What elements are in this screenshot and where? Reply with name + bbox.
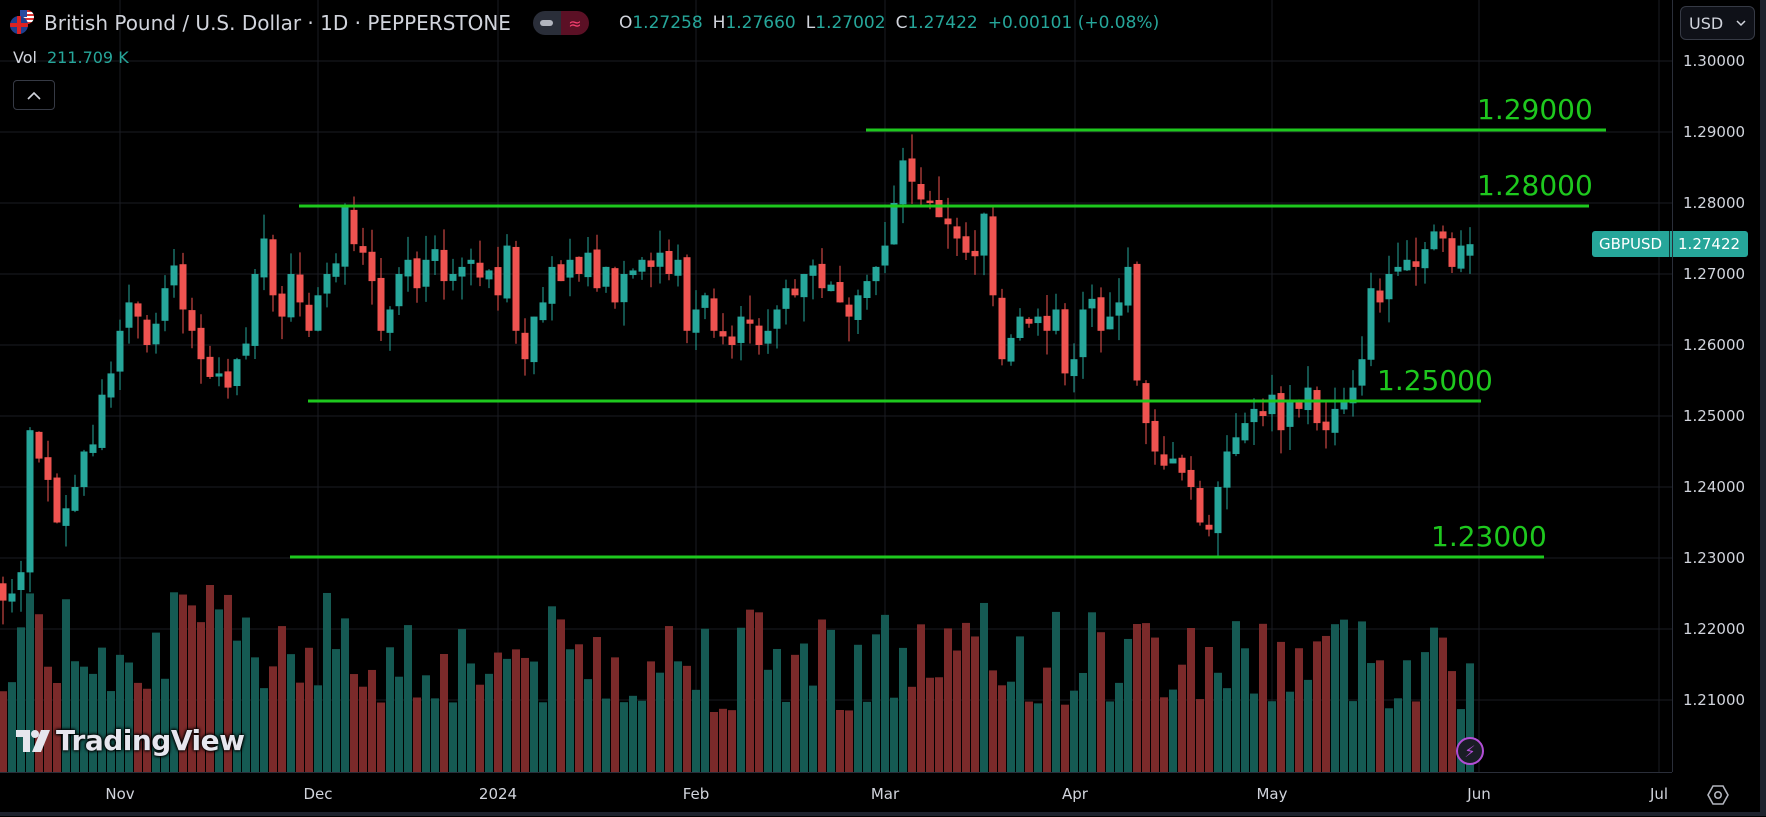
low-label: L bbox=[805, 13, 816, 33]
symbol-title[interactable]: British Pound / U.S. Dollar · 1D · PEPPE… bbox=[44, 11, 511, 35]
tradingview-logo-icon bbox=[16, 729, 50, 752]
close-value: 1.27422 bbox=[907, 13, 978, 33]
chart-settings-icon[interactable] bbox=[1706, 783, 1730, 807]
price-tick-label: 1.30000 bbox=[1683, 52, 1746, 70]
volume-value: 211.709 K bbox=[46, 48, 129, 67]
chevron-down-icon bbox=[1736, 19, 1746, 26]
symbol-tag: GBPUSD bbox=[1592, 231, 1671, 257]
price-chart[interactable] bbox=[0, 0, 1672, 772]
horizontal-line-label: 1.29000 bbox=[1477, 93, 1593, 126]
time-tick-label: May bbox=[1256, 785, 1288, 803]
logo-text: TradingView bbox=[56, 724, 245, 757]
minus-icon[interactable] bbox=[532, 11, 561, 35]
volume-legend: Vol 211.709 K bbox=[13, 48, 129, 67]
volume-label: Vol bbox=[13, 48, 37, 67]
lightning-icon[interactable]: ⚡ bbox=[1456, 737, 1484, 765]
low-value: 1.27002 bbox=[815, 13, 886, 33]
time-tick-label: Dec bbox=[303, 785, 333, 803]
open-value: 1.27258 bbox=[632, 13, 703, 33]
close-label: C bbox=[895, 13, 908, 33]
approx-icon[interactable]: ≈ bbox=[560, 11, 589, 35]
horizontal-line-label: 1.25000 bbox=[1377, 364, 1493, 397]
change-value: +0.00101 (+0.08%) bbox=[987, 13, 1160, 33]
price-tick-label: 1.27000 bbox=[1683, 265, 1746, 283]
last-price: 1.27422 bbox=[1670, 231, 1749, 257]
chevron-up-icon bbox=[27, 91, 41, 100]
time-axis[interactable]: Nov Dec 2024 Feb Mar Apr May Jun Jul bbox=[0, 772, 1672, 817]
collapse-legend-button[interactable] bbox=[13, 80, 55, 110]
price-tick-label: 1.21000 bbox=[1683, 691, 1746, 709]
price-tick-label: 1.23000 bbox=[1683, 549, 1746, 567]
price-tick-label: 1.26000 bbox=[1683, 336, 1746, 354]
price-tick-label: 1.29000 bbox=[1683, 123, 1746, 141]
currency-value: USD bbox=[1689, 13, 1724, 33]
time-tick-label: 2024 bbox=[478, 785, 518, 803]
high-label: H bbox=[712, 13, 726, 33]
last-price-tag: GBPUSD 1.27422 bbox=[1592, 231, 1749, 257]
right-border bbox=[1760, 0, 1766, 816]
indicator-toggle[interactable]: ≈ bbox=[532, 11, 589, 35]
time-tick-label: Feb bbox=[682, 785, 710, 803]
high-value: 1.27660 bbox=[725, 13, 796, 33]
symbol-header: British Pound / U.S. Dollar · 1D · PEPPE… bbox=[10, 8, 1159, 38]
currency-select[interactable]: USD bbox=[1680, 6, 1755, 40]
tradingview-logo[interactable]: TradingView bbox=[16, 724, 245, 757]
horizontal-line-label: 1.23000 bbox=[1431, 520, 1547, 553]
time-tick-label: Apr bbox=[1062, 785, 1088, 803]
gbp-usd-flag-icon bbox=[10, 10, 36, 36]
price-axis[interactable]: 1.30000 1.29000 1.28000 1.27000 1.26000 1.250… bbox=[1672, 0, 1761, 772]
price-tick-label: 1.25000 bbox=[1683, 407, 1746, 425]
time-tick-label: Jun bbox=[1467, 785, 1491, 803]
open-label: O bbox=[618, 13, 633, 33]
time-tick-label: Mar bbox=[870, 785, 900, 803]
horizontal-line-label: 1.28000 bbox=[1477, 169, 1593, 202]
time-tick-label: Jul bbox=[1649, 785, 1669, 803]
bottom-border bbox=[0, 812, 1766, 816]
ohlc-values: O1.27258 H1.27660 L1.27002 C1.27422 +0.0… bbox=[619, 13, 1159, 33]
price-tick-label: 1.28000 bbox=[1683, 194, 1746, 212]
price-tick-label: 1.24000 bbox=[1683, 478, 1746, 496]
price-tick-label: 1.22000 bbox=[1683, 620, 1746, 638]
time-tick-label: Nov bbox=[105, 785, 135, 803]
